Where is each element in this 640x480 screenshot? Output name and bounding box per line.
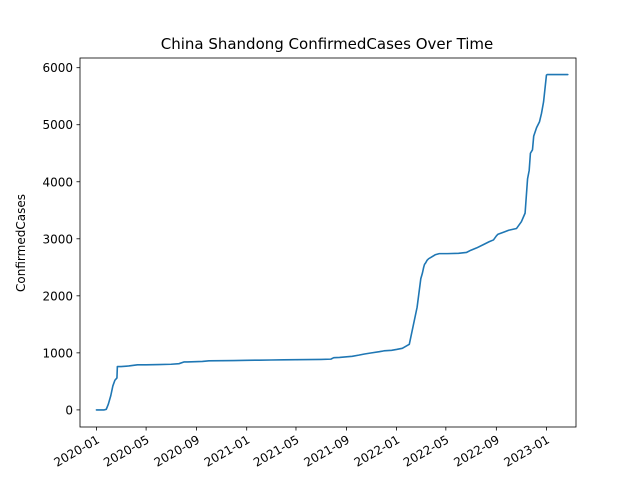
- chart-title: China Shandong ConfirmedCases Over Time: [161, 35, 494, 53]
- x-tick-label: 2021-09: [302, 432, 352, 469]
- x-tick-label: 2020-01: [52, 432, 102, 469]
- y-tick-label: 0: [65, 403, 73, 417]
- y-tick-label: 4000: [42, 175, 73, 189]
- x-tick-label: 2020-05: [101, 432, 151, 469]
- y-tick-label: 1000: [42, 346, 73, 360]
- y-tick-label: 3000: [42, 232, 73, 246]
- series-group: [95, 73, 569, 411]
- y-tick-label: 5000: [42, 118, 73, 132]
- x-tick-label: 2022-01: [352, 432, 402, 469]
- x-tick-label: 2021-01: [202, 432, 252, 469]
- y-tick-label: 2000: [42, 289, 73, 303]
- x-tick-label: 2020-09: [152, 432, 202, 469]
- x-tick-label: 2021-05: [251, 432, 301, 469]
- x-tick-label: 2022-09: [451, 432, 501, 469]
- y-tick-label: 6000: [42, 61, 73, 75]
- plot-area-frame: [79, 57, 577, 428]
- y-axis-ticks: 0 1000 2000 3000 4000 5000 6000: [42, 61, 80, 417]
- x-tick-label: 2022-05: [401, 432, 451, 469]
- x-tick-label: 2023-01: [502, 432, 552, 469]
- y-axis-label: ConfirmedCases: [14, 194, 28, 292]
- series-line: [95, 73, 569, 411]
